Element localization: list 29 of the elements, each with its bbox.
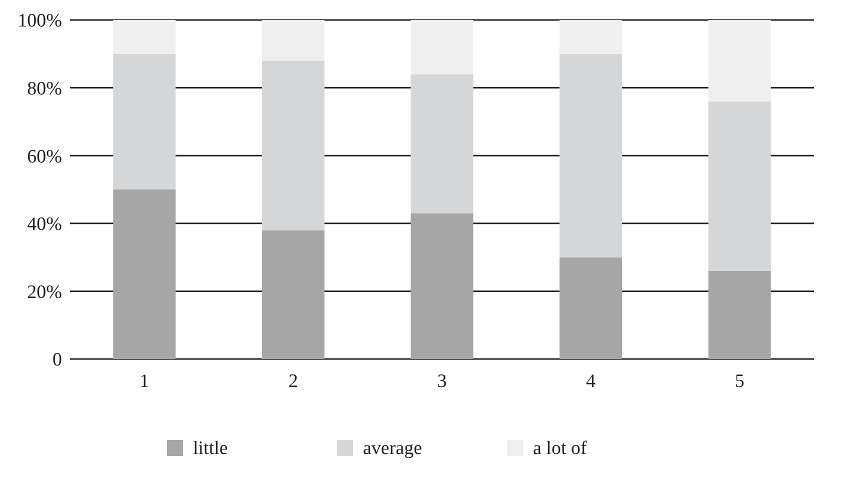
bar (708, 101, 771, 271)
bar (708, 20, 771, 102)
bar (113, 190, 176, 359)
bar (262, 20, 324, 61)
y-tick-label: 80% (27, 78, 62, 100)
x-tick-label: 3 (437, 371, 447, 392)
bar (262, 60, 324, 230)
bar (708, 270, 771, 359)
y-tick-label: 20% (27, 282, 62, 303)
y-tick-label: 0 (52, 350, 62, 371)
bar (410, 74, 474, 214)
bar (560, 257, 622, 359)
y-tick-label: 40% (27, 214, 62, 236)
x-tick-label: 4 (586, 371, 596, 392)
bar (560, 54, 622, 258)
bar (410, 213, 474, 359)
y-tick-label: 100% (18, 10, 62, 32)
y-tick-label: 60% (27, 146, 62, 168)
bar (410, 20, 474, 74)
legend-label: a lot of (533, 438, 588, 459)
legend-label: average (363, 438, 422, 459)
x-tick-label: 1 (140, 371, 150, 392)
x-tick-label: 2 (288, 371, 298, 392)
bar (262, 230, 324, 359)
x-tick-label: 5 (734, 371, 744, 392)
bar (113, 20, 176, 54)
bar (113, 54, 176, 190)
bar (560, 20, 622, 54)
legend-label: little (193, 438, 228, 459)
